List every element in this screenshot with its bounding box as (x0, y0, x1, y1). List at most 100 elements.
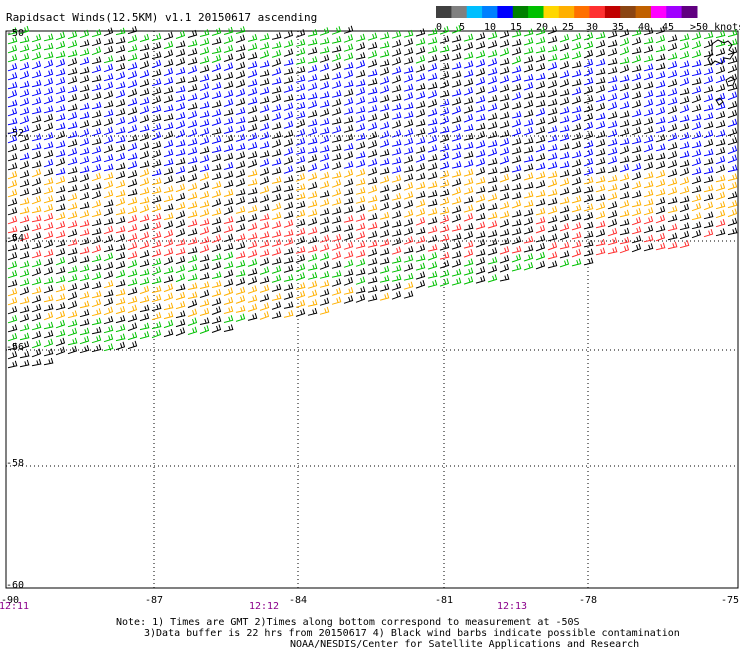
wind-barb (175, 129, 186, 139)
wind-barb (31, 34, 42, 43)
wind-barb (223, 53, 234, 62)
wind-barb (499, 111, 510, 120)
wind-barb (247, 169, 258, 177)
wind-barb (511, 83, 522, 92)
wind-barb (235, 61, 246, 70)
wind-barb (67, 147, 78, 157)
wind-barb (7, 72, 18, 81)
wind-barb (355, 187, 366, 195)
wind-barb (31, 177, 42, 187)
wind-barb (355, 60, 366, 69)
wind-barb (547, 178, 558, 188)
colorbar-swatch (574, 6, 591, 18)
wind-barb (283, 237, 294, 246)
wind-barb (211, 306, 222, 315)
wind-barb (463, 177, 474, 186)
wind-barb (463, 240, 474, 249)
wind-barb (355, 133, 366, 141)
wind-barb (583, 212, 594, 221)
wind-barb (55, 104, 66, 113)
colorbar-label: 5 (459, 22, 465, 33)
wind-barb (547, 107, 558, 116)
wind-barb (355, 105, 366, 114)
wind-barb (163, 76, 174, 86)
wind-barb (679, 122, 690, 132)
wind-barb (343, 232, 354, 241)
wind-barb (19, 44, 30, 53)
wind-barb (379, 292, 390, 301)
wind-barb (127, 142, 138, 152)
wind-barb (307, 146, 318, 154)
wind-barb (727, 145, 738, 155)
wind-barb (607, 165, 618, 174)
wind-barb (331, 36, 342, 44)
wind-barb (655, 134, 666, 143)
wind-barb (163, 31, 174, 41)
wind-barb (223, 251, 234, 260)
wind-barb (667, 232, 678, 241)
wind-barb (103, 244, 114, 253)
wind-barb (7, 233, 18, 243)
wind-barb (55, 130, 66, 140)
wind-barb (43, 158, 54, 168)
wind-barb (235, 143, 246, 151)
wind-barb (19, 296, 30, 305)
wind-barb (667, 87, 678, 97)
wind-barb (259, 167, 270, 176)
wind-barb (703, 138, 714, 148)
wind-barb (331, 179, 342, 188)
wind-barb (355, 141, 366, 150)
wind-barb (619, 181, 630, 191)
wind-barb (343, 106, 354, 115)
wind-barb (403, 263, 414, 272)
wind-barb (667, 69, 678, 79)
wind-barb (643, 81, 654, 90)
wind-barb (619, 74, 630, 83)
colorbar-label: 10 (484, 22, 496, 33)
wind-barb (19, 313, 30, 323)
wind-barb (655, 34, 666, 44)
wind-barb (43, 177, 54, 186)
wind-barb (547, 98, 558, 107)
colorbar-swatch (604, 6, 621, 18)
wind-barb (355, 79, 366, 87)
wind-barb (7, 260, 18, 270)
wind-barb (547, 215, 558, 224)
wind-barb (631, 235, 642, 244)
wind-barb (667, 196, 678, 205)
wind-barb (19, 286, 30, 296)
wind-barb (7, 305, 18, 315)
wind-barb (595, 76, 606, 85)
wind-barb (379, 121, 390, 130)
wind-barb (115, 216, 126, 225)
wind-barb (523, 172, 534, 181)
wind-barb (595, 102, 606, 112)
wind-barb (19, 206, 30, 215)
wind-barb (607, 147, 618, 156)
wind-barb (139, 187, 150, 196)
wind-barb (655, 80, 666, 89)
wind-barb (259, 293, 270, 302)
wind-barb (307, 245, 318, 253)
wind-barb (547, 44, 558, 53)
wind-barb (487, 94, 498, 103)
wind-barb (331, 287, 342, 296)
wind-barb (175, 67, 186, 75)
wind-barb (79, 57, 90, 66)
wind-barb (571, 87, 582, 96)
wind-barb (283, 129, 294, 138)
colorbar-label: 25 (562, 22, 574, 33)
wind-barb (379, 247, 390, 256)
wind-barb (319, 100, 330, 108)
wind-barb (559, 177, 570, 187)
wind-barb (175, 48, 186, 57)
wind-barb (319, 252, 330, 261)
wind-barb (319, 73, 330, 81)
wind-barb (583, 95, 594, 104)
wind-barb (223, 44, 234, 53)
wind-barb (631, 154, 642, 163)
wind-barb (199, 200, 210, 208)
wind-barb (103, 207, 114, 217)
wind-barb (451, 123, 462, 133)
wind-barb (703, 157, 714, 166)
